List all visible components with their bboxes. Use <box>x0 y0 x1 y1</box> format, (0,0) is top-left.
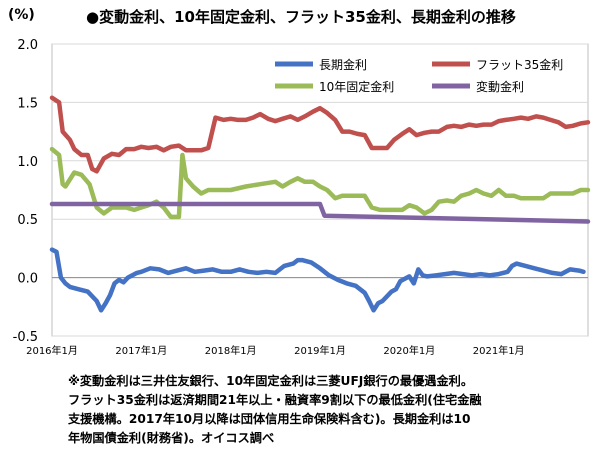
x-tick-label: 2021年1月 <box>473 344 525 357</box>
chart-title: ●変動金利、10年固定金利、フラット35金利、長期金利の推移 <box>86 8 516 26</box>
legend-label: 10年固定金利 <box>319 79 394 94</box>
note-line-3: 支援機構。2017年10月以降は団体信用生命保険料含む)。長期金利は10 <box>68 412 471 426</box>
legend: 長期金利 フラット35金利 10年固定金利 変動金利 <box>275 57 563 94</box>
x-tick-label: 2016年1月 <box>26 344 78 357</box>
series-line <box>49 247 586 313</box>
note-line-4: 年物国債金利(財務省)。オイコス調べ <box>68 431 275 445</box>
x-tick-label: 2019年1月 <box>294 344 346 357</box>
x-tick-label: 2020年1月 <box>383 344 435 357</box>
x-tick-label: 2018年1月 <box>205 344 257 357</box>
legend-label: 変動金利 <box>476 79 524 94</box>
series-line <box>49 95 591 174</box>
note-line-2: フラット35金利は返済期間21年以上・融資率9割以下の最低金利(住宅金融 <box>68 393 482 407</box>
y-tick-label: 1.5 <box>17 96 38 111</box>
y-tick-label: 1.0 <box>17 155 38 170</box>
series-layer <box>49 95 591 313</box>
y-tick-label: 0.5 <box>17 213 38 228</box>
x-tick-label: 2017年1月 <box>115 344 167 357</box>
y-tick-label: 2.0 <box>17 38 38 53</box>
legend-label: 長期金利 <box>319 57 367 72</box>
y-axis-unit-label: (%) <box>8 7 35 23</box>
y-tick-label: 0.0 <box>17 272 38 287</box>
series-line <box>49 146 591 220</box>
note-line-1: ※変動金利は三井住友銀行、10年固定金利は三菱UFJ銀行の最優遇金利。 <box>68 374 474 388</box>
legend-label: フラット35金利 <box>476 57 563 72</box>
series-line <box>49 201 591 224</box>
source-note: ※変動金利は三井住友銀行、10年固定金利は三菱UFJ銀行の最優遇金利。 フラット… <box>68 372 588 448</box>
y-tick-label: -0.5 <box>13 330 38 345</box>
